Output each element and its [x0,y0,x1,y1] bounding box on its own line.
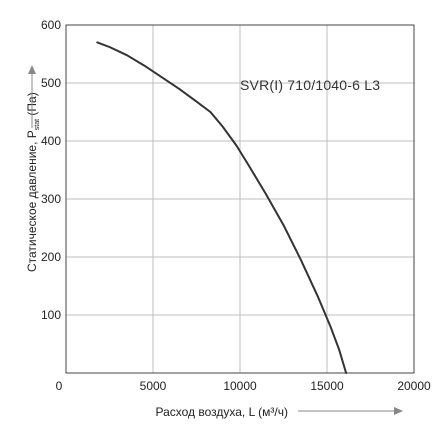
y-axis-label-subscript: stat [34,119,41,130]
x-axis-label: Расход воздуха, L (м³/ч) [155,405,288,419]
y-axis-arrow [28,65,36,128]
x-tick-label: 20000 [397,379,431,393]
grid-lines [66,25,414,373]
x-tick-label: 15000 [310,379,344,393]
y-tick-label: 200 [41,250,61,264]
x-tick-label: 10000 [223,379,257,393]
plot-frame [65,24,415,374]
y-tick-label: 400 [41,134,61,148]
x-tick-label: 5000 [140,379,167,393]
series-line [96,41,348,374]
y-tick-label: 300 [41,192,61,206]
x-tick-label: 0 [56,379,63,393]
y-tick-label: 600 [41,18,61,32]
y-tick-label: 100 [41,308,61,322]
x-axis-ticks: 0 5000 10000 15000 20000 [56,379,431,393]
x-axis-arrow [298,407,403,415]
y-axis-label-group: Статическое давление, Pstat (Па) [25,92,41,272]
y-axis-label: Статическое давление, P [25,130,39,272]
model-annotation: SVR(I) 710/1040-6 L3 [240,77,380,93]
y-axis-ticks: 100 200 300 400 500 600 [41,18,61,322]
y-tick-label: 500 [41,76,61,90]
svg-text:Статическое давление, Pstat (П: Статическое давление, Pstat (Па) [25,92,41,272]
